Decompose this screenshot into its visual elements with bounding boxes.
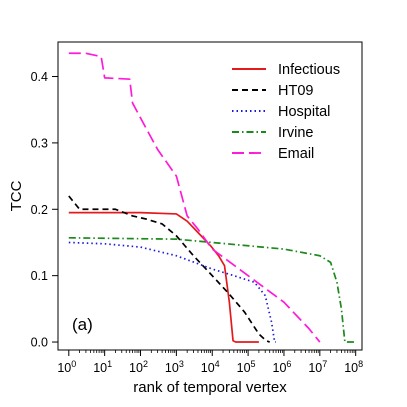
y-axis-title: TCC — [8, 180, 25, 211]
legend-label-4: Email — [278, 146, 314, 162]
y-tick-label-3: 0.3 — [31, 136, 48, 150]
x-axis-title: rank of temporal vertex — [133, 379, 287, 396]
y-tick-label-2: 0.2 — [31, 203, 48, 217]
legend-label-1: HT09 — [278, 83, 313, 99]
panel-label: (a) — [72, 315, 93, 334]
y-axis: 0.0 0.1 0.2 0.3 0.4 — [31, 70, 58, 350]
series-line-0 — [68, 211, 259, 343]
series-line-2 — [68, 241, 277, 343]
y-tick-label-4: 0.4 — [31, 70, 48, 84]
x-tick-label-0: 100 — [57, 359, 76, 375]
x-tick-label-1: 101 — [93, 359, 112, 375]
series-line-1 — [68, 195, 270, 343]
plot-frame — [57, 41, 363, 351]
series-layer — [68, 52, 355, 343]
x-tick-label-5: 105 — [237, 359, 256, 375]
x-tick-label-4: 104 — [201, 359, 220, 375]
series-line-3 — [68, 236, 355, 343]
legend-label-0: Infectious — [278, 62, 340, 78]
y-tick-label-1: 0.1 — [31, 269, 48, 283]
legend: Infectious HT09 Hospital Irvine Email — [232, 62, 340, 162]
legend-label-2: Hospital — [278, 104, 330, 120]
x-tick-label-7: 107 — [308, 359, 327, 375]
y-tick-label-0: 0.0 — [31, 336, 48, 350]
x-axis: 100 101 102 103 104 105 106 107 108 — [57, 350, 363, 375]
x-tick-label-3: 103 — [165, 359, 184, 375]
legend-label-3: Irvine — [278, 125, 313, 141]
series-line-4 — [68, 52, 321, 343]
x-tick-label-6: 106 — [273, 359, 292, 375]
x-tick-label-2: 102 — [129, 359, 148, 375]
x-tick-label-8: 108 — [344, 359, 363, 375]
